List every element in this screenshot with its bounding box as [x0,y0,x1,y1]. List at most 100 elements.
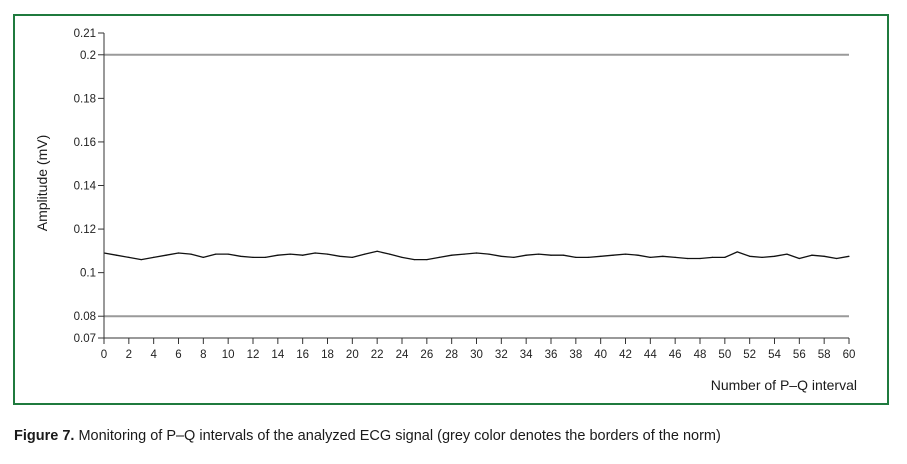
x-tick-label: 56 [793,349,806,361]
x-tick-label: 28 [445,349,458,361]
x-tick-label: 10 [222,349,235,361]
data-point [600,255,602,257]
y-tick-label: 0.07 [74,333,96,345]
data-point [537,253,540,255]
y-axis-label: Amplitude (mV) [34,135,50,231]
data-point [488,253,490,255]
y-axis-ticks: 0.07 0.08 0.1 0.12 0.14 0.16 0.18 0.2 0.21 [74,28,104,345]
data-point [798,257,800,260]
y-tick-label: 0.12 [74,224,96,236]
data-point [525,254,527,256]
x-tick-label: 34 [520,349,533,361]
x-tick-label: 48 [694,349,707,361]
x-tick-label: 40 [594,349,607,361]
data-point [153,256,155,258]
y-tick-label: 0.1 [80,268,96,280]
data-point [562,254,565,256]
y-tick-label: 0.21 [74,28,96,40]
x-tick-label: 42 [619,349,632,361]
data-point [401,256,403,258]
data-point [128,256,130,258]
y-tick-label: 0.14 [74,181,97,193]
data-point [376,250,378,252]
data-point [115,254,118,256]
data-point [289,253,291,255]
figure-caption-label: Figure 7. [14,428,75,444]
data-point [823,255,825,257]
data-point [587,256,589,258]
data-point [239,255,242,257]
x-axis-ticks: 0 2 4 6 8 10 12 14 16 18 20 22 24 26 28 30 32 34 36 38 40 42 4… [101,338,856,361]
figure-frame [13,14,889,405]
data-point [202,256,204,258]
data-point [736,251,738,253]
y-tick-label: 0.18 [74,93,96,105]
data-point [351,256,353,258]
x-tick-label: 12 [247,349,260,361]
data-point [662,255,664,257]
x-tick-label: 38 [569,349,582,361]
x-tick-label: 26 [420,349,433,361]
x-tick-label: 4 [150,349,157,361]
data-point [426,258,428,261]
x-tick-label: 0 [101,349,107,361]
x-tick-label: 60 [843,349,856,361]
y-tick-label: 0.2 [80,50,96,62]
data-point [475,252,478,254]
amplitude-series [103,250,850,261]
x-tick-label: 54 [768,349,781,361]
norm-border-lines [104,53,849,318]
x-tick-label: 16 [296,349,309,361]
data-point [165,254,167,256]
x-tick-label: 32 [495,349,508,361]
data-point [438,256,440,258]
data-point [711,256,714,258]
x-tick-label: 58 [818,349,831,361]
x-tick-label: 8 [200,349,206,361]
data-point [500,255,502,257]
data-point [773,255,776,257]
x-tick-label: 52 [743,349,756,361]
x-tick-label: 20 [346,349,359,361]
data-point [612,254,614,256]
x-tick-label: 24 [396,349,409,361]
data-point [302,254,304,256]
data-point [835,257,838,260]
data-point [811,254,813,256]
data-point [215,253,217,255]
data-point [513,256,515,258]
x-tick-label: 44 [644,349,657,361]
data-point [190,253,192,255]
data-point [277,254,279,256]
x-tick-label: 6 [175,349,181,361]
axes [103,33,849,339]
data-point [674,256,676,258]
data-point [624,253,627,255]
data-point [177,252,180,254]
data-point [451,254,453,256]
data-point [550,254,552,256]
x-tick-label: 22 [371,349,384,361]
data-point [575,256,577,258]
figure-caption: Figure 7. Monitoring of P–Q intervals of… [14,428,721,444]
x-tick-label: 46 [669,349,682,361]
data-point [637,254,639,256]
data-point [339,255,341,257]
data-point [364,253,366,255]
data-point [649,256,651,258]
data-point [749,255,751,257]
x-tick-label: 50 [718,349,731,361]
x-tick-label: 2 [126,349,132,361]
data-point [140,258,142,261]
data-point [314,252,316,254]
y-tick-label: 0.16 [74,137,96,149]
data-point [463,253,465,255]
data-point [686,257,689,260]
x-axis-label: Number of P–Q interval [711,377,857,393]
data-point [326,253,329,255]
data-point [848,255,850,257]
x-tick-label: 14 [271,349,284,361]
x-tick-label: 30 [470,349,483,361]
x-tick-label: 18 [321,349,334,361]
